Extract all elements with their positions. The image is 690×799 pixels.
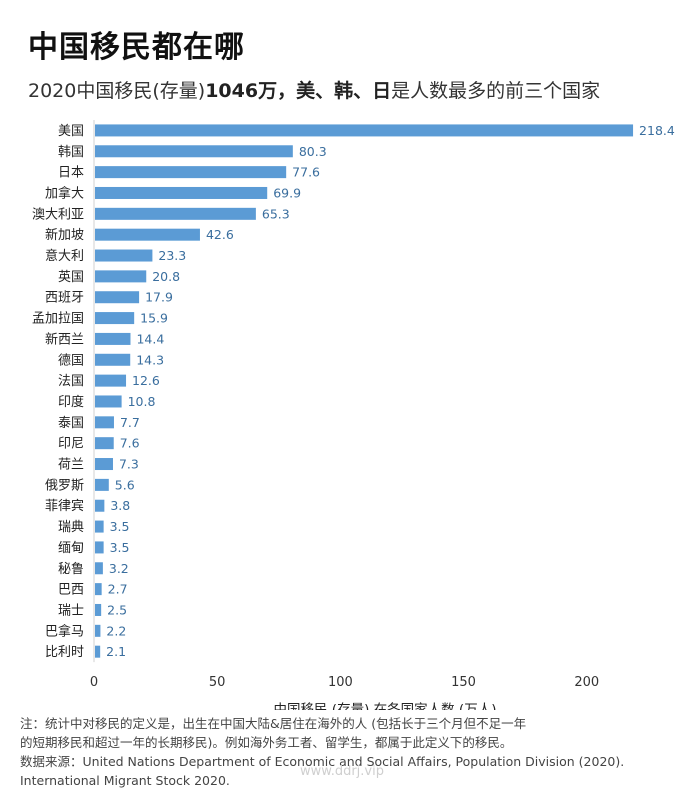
category-label: 加拿大 — [45, 185, 84, 201]
category-label: 秘鲁 — [58, 562, 84, 577]
bar — [95, 332, 131, 345]
footnote-source: 数据来源：United Nations Department of Econom… — [20, 754, 625, 769]
bar — [95, 478, 109, 491]
bar — [95, 166, 287, 179]
bar — [95, 145, 293, 158]
x-tick-label: 0 — [90, 675, 98, 690]
bar — [95, 249, 153, 262]
data-label: 23.3 — [158, 248, 186, 263]
category-label: 德国 — [58, 353, 84, 368]
category-label: 日本 — [58, 166, 84, 181]
bar — [95, 186, 268, 199]
data-label: 80.3 — [299, 144, 327, 159]
category-label: 美国 — [58, 124, 84, 139]
category-label: 新西兰 — [45, 331, 84, 347]
data-label: 2.7 — [108, 582, 128, 597]
data-label: 69.9 — [273, 185, 301, 200]
category-label: 巴西 — [58, 583, 84, 598]
data-label: 2.5 — [107, 602, 127, 617]
x-tick-label: 200 — [574, 675, 599, 690]
watermark: www.ddrj.vip — [300, 764, 384, 779]
category-label: 菲律宾 — [45, 498, 84, 514]
category-label: 缅甸 — [58, 541, 84, 556]
bar — [95, 458, 113, 471]
bar-chart: 美国 218.4 韩国 80.3 日本 77.6 加拿大 69.9 澳大利亚 65.3 新加坡 42.… — [32, 120, 675, 710]
data-label: 7.7 — [120, 415, 140, 430]
category-label: 印度 — [58, 394, 84, 410]
category-label: 新加坡 — [45, 227, 84, 243]
data-label: 17.9 — [145, 290, 173, 305]
category-label: 荷兰 — [58, 458, 84, 473]
bar — [95, 228, 200, 241]
chart-subtitle: 2020中国移民(存量)1046万，美、韩、日是人数最多的前三个国家 — [28, 76, 600, 103]
category-label: 澳大利亚 — [32, 206, 84, 222]
category-label: 孟加拉国 — [32, 312, 84, 327]
category-label: 韩国 — [58, 145, 84, 160]
subtitle-bold: 1046万，美、韩、日 — [205, 80, 392, 102]
data-label: 5.6 — [115, 477, 135, 492]
data-label: 3.2 — [109, 561, 129, 576]
bar — [95, 395, 122, 408]
data-label: 3.5 — [110, 540, 130, 555]
bar — [95, 624, 101, 637]
bar — [95, 416, 114, 429]
bar — [95, 291, 140, 304]
x-tick-label: 50 — [209, 675, 226, 690]
footnote-line: 注：统计中对移民的定义是，出生在中国大陆&居住在海外的人 (包括长于三个月但不足… — [20, 716, 527, 731]
bar — [95, 374, 127, 387]
subtitle-suffix: 是人数最多的前三个国家 — [391, 80, 601, 102]
data-label: 10.8 — [128, 394, 156, 409]
x-axis-label: 中国移民 (存量) 在各国家人数 (万人) — [274, 701, 497, 710]
bar — [95, 583, 102, 596]
category-label: 泰国 — [58, 416, 84, 431]
bar — [95, 499, 105, 512]
data-label: 14.4 — [136, 331, 164, 346]
bar — [95, 312, 135, 325]
category-label: 西班牙 — [45, 291, 84, 306]
category-label: 英国 — [58, 270, 84, 285]
data-label: 3.5 — [110, 519, 130, 534]
footnote: 注：统计中对移民的定义是，出生在中国大陆&居住在海外的人 (包括长于三个月但不足… — [20, 714, 680, 790]
category-label: 比利时 — [45, 645, 84, 660]
x-tick-label: 100 — [328, 675, 353, 690]
category-label: 巴拿马 — [45, 623, 84, 639]
data-label: 77.6 — [292, 165, 320, 180]
data-label: 12.6 — [132, 373, 160, 388]
x-tick-label: 150 — [451, 675, 476, 690]
chart-title: 中国移民都在哪 — [28, 30, 245, 65]
data-label: 14.3 — [136, 352, 164, 367]
category-label: 印尼 — [58, 437, 84, 452]
category-label: 法国 — [58, 374, 84, 389]
data-label: 2.2 — [106, 623, 126, 638]
bar — [95, 437, 114, 450]
bar — [95, 270, 147, 283]
bar — [95, 207, 256, 220]
data-label: 7.6 — [120, 436, 140, 451]
footnote-source: International Migrant Stock 2020. — [20, 773, 230, 788]
category-label: 瑞典 — [58, 520, 84, 535]
data-label: 218.4 — [639, 123, 675, 138]
data-label: 3.8 — [110, 498, 130, 513]
category-label: 俄罗斯 — [45, 478, 84, 493]
data-label: 42.6 — [206, 227, 234, 242]
bar — [95, 353, 131, 366]
bar — [95, 541, 104, 554]
data-label: 65.3 — [262, 206, 290, 221]
category-label: 意大利 — [45, 248, 84, 264]
data-label: 2.1 — [106, 644, 126, 659]
data-label: 7.3 — [119, 457, 139, 472]
category-label: 瑞士 — [58, 603, 84, 618]
data-label: 15.9 — [140, 311, 168, 326]
bar — [95, 124, 634, 137]
bar — [95, 645, 101, 658]
bar — [95, 603, 102, 616]
footnote-line: 的短期移民和超过一年的长期移民)。例如海外务工者、留学生，都属于此定义下的移民。 — [20, 735, 513, 750]
subtitle-prefix: 2020中国移民(存量) — [28, 80, 206, 102]
data-label: 20.8 — [152, 269, 180, 284]
bar — [95, 562, 103, 575]
bar — [95, 520, 104, 533]
